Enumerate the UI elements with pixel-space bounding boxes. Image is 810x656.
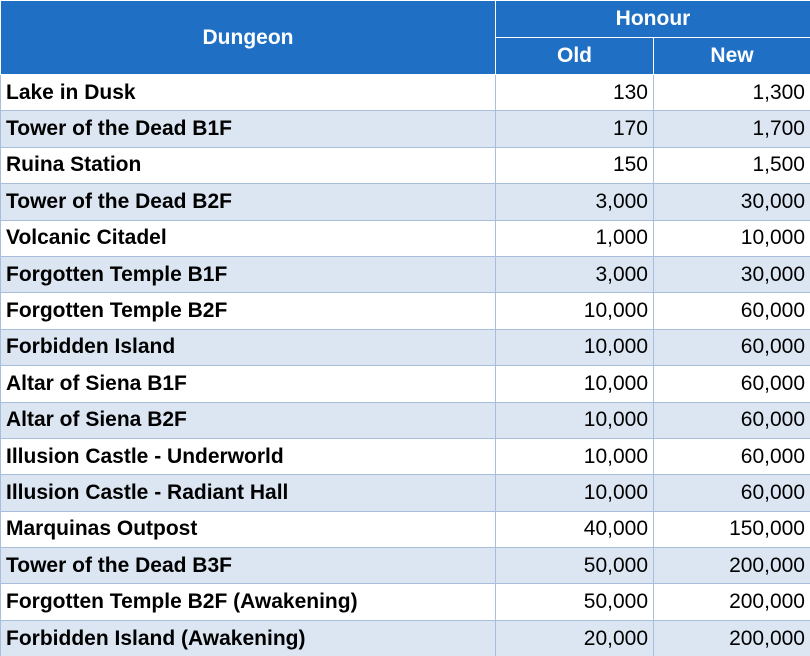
new-honour-cell: 60,000	[653, 365, 810, 403]
new-honour-cell: 30,000	[653, 255, 810, 294]
dungeon-cell: Tower of the Dead B1F	[0, 110, 496, 148]
header-cell: Dungeon	[0, 0, 496, 75]
old-honour-cell: 3,000	[495, 183, 654, 221]
dungeon-cell: Tower of the Dead B2F	[0, 183, 496, 221]
old-honour-cell: 20,000	[495, 619, 654, 656]
table-row: Tower of the Dead B1F 170 1,700	[0, 110, 810, 148]
table-row: Marquinas Outpost 40,000 150,000	[0, 510, 810, 549]
dungeon-cell: Lake in Dusk	[0, 73, 496, 112]
old-honour-cell: 10,000	[495, 474, 654, 512]
old-honour-cell: 10,000	[495, 365, 654, 403]
new-honour-cell: 10,000	[653, 219, 810, 257]
dungeon-cell: Illusion Castle - Radiant Hall	[0, 474, 496, 512]
old-honour-cell: 10,000	[495, 437, 654, 476]
new-honour-cell: 60,000	[653, 437, 810, 476]
new-honour-cell: 60,000	[653, 328, 810, 367]
table-row: Illusion Castle - Radiant Hall 10,000 60,0…	[0, 474, 810, 512]
dungeon-cell: Altar of Siena B1F	[0, 365, 496, 403]
old-honour-cell: 50,000	[495, 583, 654, 621]
new-honour-cell: 30,000	[653, 183, 810, 221]
dungeon-cell: Forbidden Island (Awakening)	[0, 619, 496, 656]
old-honour-cell: 3,000	[495, 255, 654, 294]
table-row: Forgotten Temple B2F (Awakening) 50,000 20…	[0, 583, 810, 621]
header-row: Dungeon Honour	[0, 0, 810, 75]
dungeon-cell: Forgotten Temple B2F	[0, 292, 496, 330]
new-honour-cell: 1,500	[653, 146, 810, 185]
new-honour-cell: 200,000	[653, 619, 810, 656]
table-row: Tower of the Dead B3F 50,000 200,000	[0, 547, 810, 585]
dungeon-cell: Marquinas Outpost	[0, 510, 496, 549]
new-honour-cell: 60,000	[653, 292, 810, 330]
table-row: Tower of the Dead B2F 3,000 30,000	[0, 183, 810, 221]
old-honour-cell: 10,000	[495, 292, 654, 330]
old-honour-cell: 170	[495, 110, 654, 148]
dungeon-cell: Tower of the Dead B3F	[0, 547, 496, 585]
table-row: Altar of Siena B1F 10,000 60,000	[0, 365, 810, 403]
old-honour-cell: 10,000	[495, 401, 654, 439]
dungeon-cell: Altar of Siena B2F	[0, 401, 496, 439]
table-row: Altar of Siena B2F 10,000 60,000	[0, 401, 810, 439]
new-honour-cell: 60,000	[653, 474, 810, 512]
dungeon-cell: Forbidden Island	[0, 328, 496, 367]
table-row: Forbidden Island 10,000 60,000	[0, 328, 810, 367]
old-honour-cell: 130	[495, 73, 654, 112]
dungeon-cell: Volcanic Citadel	[0, 219, 496, 257]
old-honour-cell: 1,000	[495, 219, 654, 257]
table-row: Ruina Station 150 1,500	[0, 146, 810, 185]
new-honour-cell: 200,000	[653, 583, 810, 621]
old-honour-cell: 150	[495, 146, 654, 185]
header-cell: New	[653, 37, 810, 75]
table-row: Forgotten Temple B1F 3,000 30,000	[0, 255, 810, 294]
table-row: Lake in Dusk 130 1,300	[0, 73, 810, 112]
table-row: Illusion Castle - Underworld 10,000 60,000	[0, 437, 810, 476]
new-honour-cell: 200,000	[653, 547, 810, 585]
old-honour-cell: 40,000	[495, 510, 654, 549]
dungeon-cell: Forgotten Temple B2F (Awakening)	[0, 583, 496, 621]
new-honour-cell: 1,700	[653, 110, 810, 148]
new-honour-cell: 150,000	[653, 510, 810, 549]
table-row: Forgotten Temple B2F 10,000 60,000	[0, 292, 810, 330]
new-honour-cell: 60,000	[653, 401, 810, 439]
table-row: Forbidden Island (Awakening) 20,000 200,00…	[0, 619, 810, 656]
dungeon-cell: Forgotten Temple B1F	[0, 255, 496, 294]
dungeon-cell: Illusion Castle - Underworld	[0, 437, 496, 476]
old-honour-cell: 50,000	[495, 547, 654, 585]
header-cell: Honour	[495, 0, 810, 38]
new-honour-cell: 1,300	[653, 73, 810, 112]
header-cell: Old	[495, 37, 654, 75]
old-honour-cell: 10,000	[495, 328, 654, 367]
dungeon-cell: Ruina Station	[0, 146, 496, 185]
table-row: Volcanic Citadel 1,000 10,000	[0, 219, 810, 257]
table-body: Lake in Dusk 130 1,300 Tower of the Dead B1…	[0, 73, 810, 656]
